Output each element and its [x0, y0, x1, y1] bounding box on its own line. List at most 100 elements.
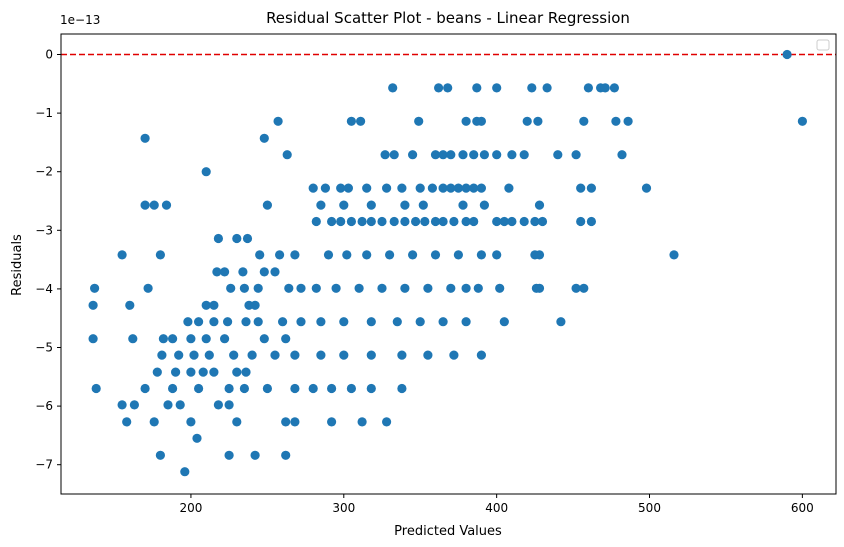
data-point: [453, 250, 463, 260]
y-tick-label: −3: [35, 223, 53, 237]
x-tick-label: 600: [791, 501, 814, 515]
data-point: [90, 283, 100, 293]
data-point: [415, 183, 425, 193]
data-point: [171, 367, 181, 377]
data-point: [427, 183, 437, 193]
chart-title: Residual Scatter Plot - beans - Linear R…: [266, 9, 630, 27]
data-point: [140, 200, 150, 210]
data-point: [253, 283, 263, 293]
data-point: [323, 250, 334, 260]
y-axis-ticks: 0 −1 −2 −3 −4 −5 −6 −7: [35, 48, 61, 472]
data-point: [331, 283, 341, 293]
data-point: [168, 383, 178, 394]
data-point: [255, 250, 265, 260]
data-point: [476, 250, 486, 260]
data-point: [290, 250, 300, 260]
data-point: [430, 150, 441, 160]
data-point: [223, 317, 233, 327]
data-point: [385, 250, 395, 260]
data-point: [140, 383, 150, 394]
data-point: [461, 216, 471, 227]
data-point: [259, 334, 269, 344]
data-point: [556, 317, 566, 327]
data-point: [461, 116, 471, 126]
data-point: [366, 383, 376, 394]
data-point: [284, 283, 294, 293]
data-point: [232, 233, 242, 244]
data-point: [157, 350, 167, 360]
data-point: [576, 183, 586, 193]
data-point: [418, 200, 428, 210]
y-tick-label: −4: [35, 282, 53, 296]
data-point: [281, 417, 291, 427]
data-point: [492, 216, 502, 227]
data-point: [327, 417, 337, 427]
data-point: [542, 83, 552, 93]
data-point: [290, 417, 300, 427]
data-point: [183, 317, 193, 327]
data-point: [782, 49, 792, 60]
data-point: [186, 334, 196, 344]
data-point: [152, 367, 162, 377]
data-point: [311, 216, 321, 227]
data-point: [415, 317, 425, 327]
data-point: [366, 350, 376, 360]
data-point: [438, 216, 448, 227]
data-point: [220, 334, 230, 344]
data-point: [189, 350, 199, 360]
data-point: [438, 183, 448, 193]
data-point: [553, 150, 563, 160]
y-tick-label: −6: [35, 399, 53, 413]
data-point: [519, 150, 529, 160]
y-tick-label: −5: [35, 341, 53, 355]
data-point: [611, 116, 621, 126]
data-point: [232, 417, 242, 427]
data-point: [117, 400, 127, 410]
data-point: [434, 83, 444, 93]
data-point: [174, 350, 184, 360]
data-point: [204, 350, 214, 360]
x-tick-label: 500: [638, 501, 661, 515]
data-point: [290, 383, 300, 394]
plot-area: [60, 33, 837, 495]
data-point: [194, 383, 204, 394]
data-point: [224, 450, 234, 460]
data-point: [194, 317, 204, 327]
data-point: [458, 200, 468, 210]
data-point: [586, 216, 597, 227]
data-point: [149, 417, 159, 427]
data-point: [586, 183, 597, 193]
data-point: [339, 200, 349, 210]
data-point: [366, 200, 376, 210]
data-point: [213, 400, 223, 410]
data-point: [438, 317, 448, 327]
data-point: [238, 267, 248, 277]
data-point: [346, 216, 356, 227]
data-point: [408, 250, 418, 260]
data-point: [411, 216, 421, 227]
data-point: [617, 150, 627, 160]
data-point: [669, 250, 679, 260]
data-point: [186, 417, 196, 427]
data-point: [499, 317, 509, 327]
data-point: [576, 216, 586, 227]
data-point: [389, 150, 399, 160]
data-point: [420, 216, 430, 227]
data-point: [262, 383, 272, 394]
data-point: [316, 317, 326, 327]
data-point: [443, 83, 453, 93]
data-point: [129, 400, 139, 410]
data-point: [281, 334, 291, 344]
data-point: [423, 350, 433, 360]
data-point: [125, 300, 135, 310]
axes-frame: [60, 33, 837, 495]
data-point: [158, 334, 168, 344]
data-point: [336, 216, 346, 227]
data-point: [499, 216, 509, 227]
y-axis-offset-label: 1e−13: [60, 13, 100, 27]
data-point: [356, 116, 366, 126]
data-point: [209, 300, 219, 310]
data-point: [397, 183, 407, 193]
data-point: [224, 383, 234, 394]
